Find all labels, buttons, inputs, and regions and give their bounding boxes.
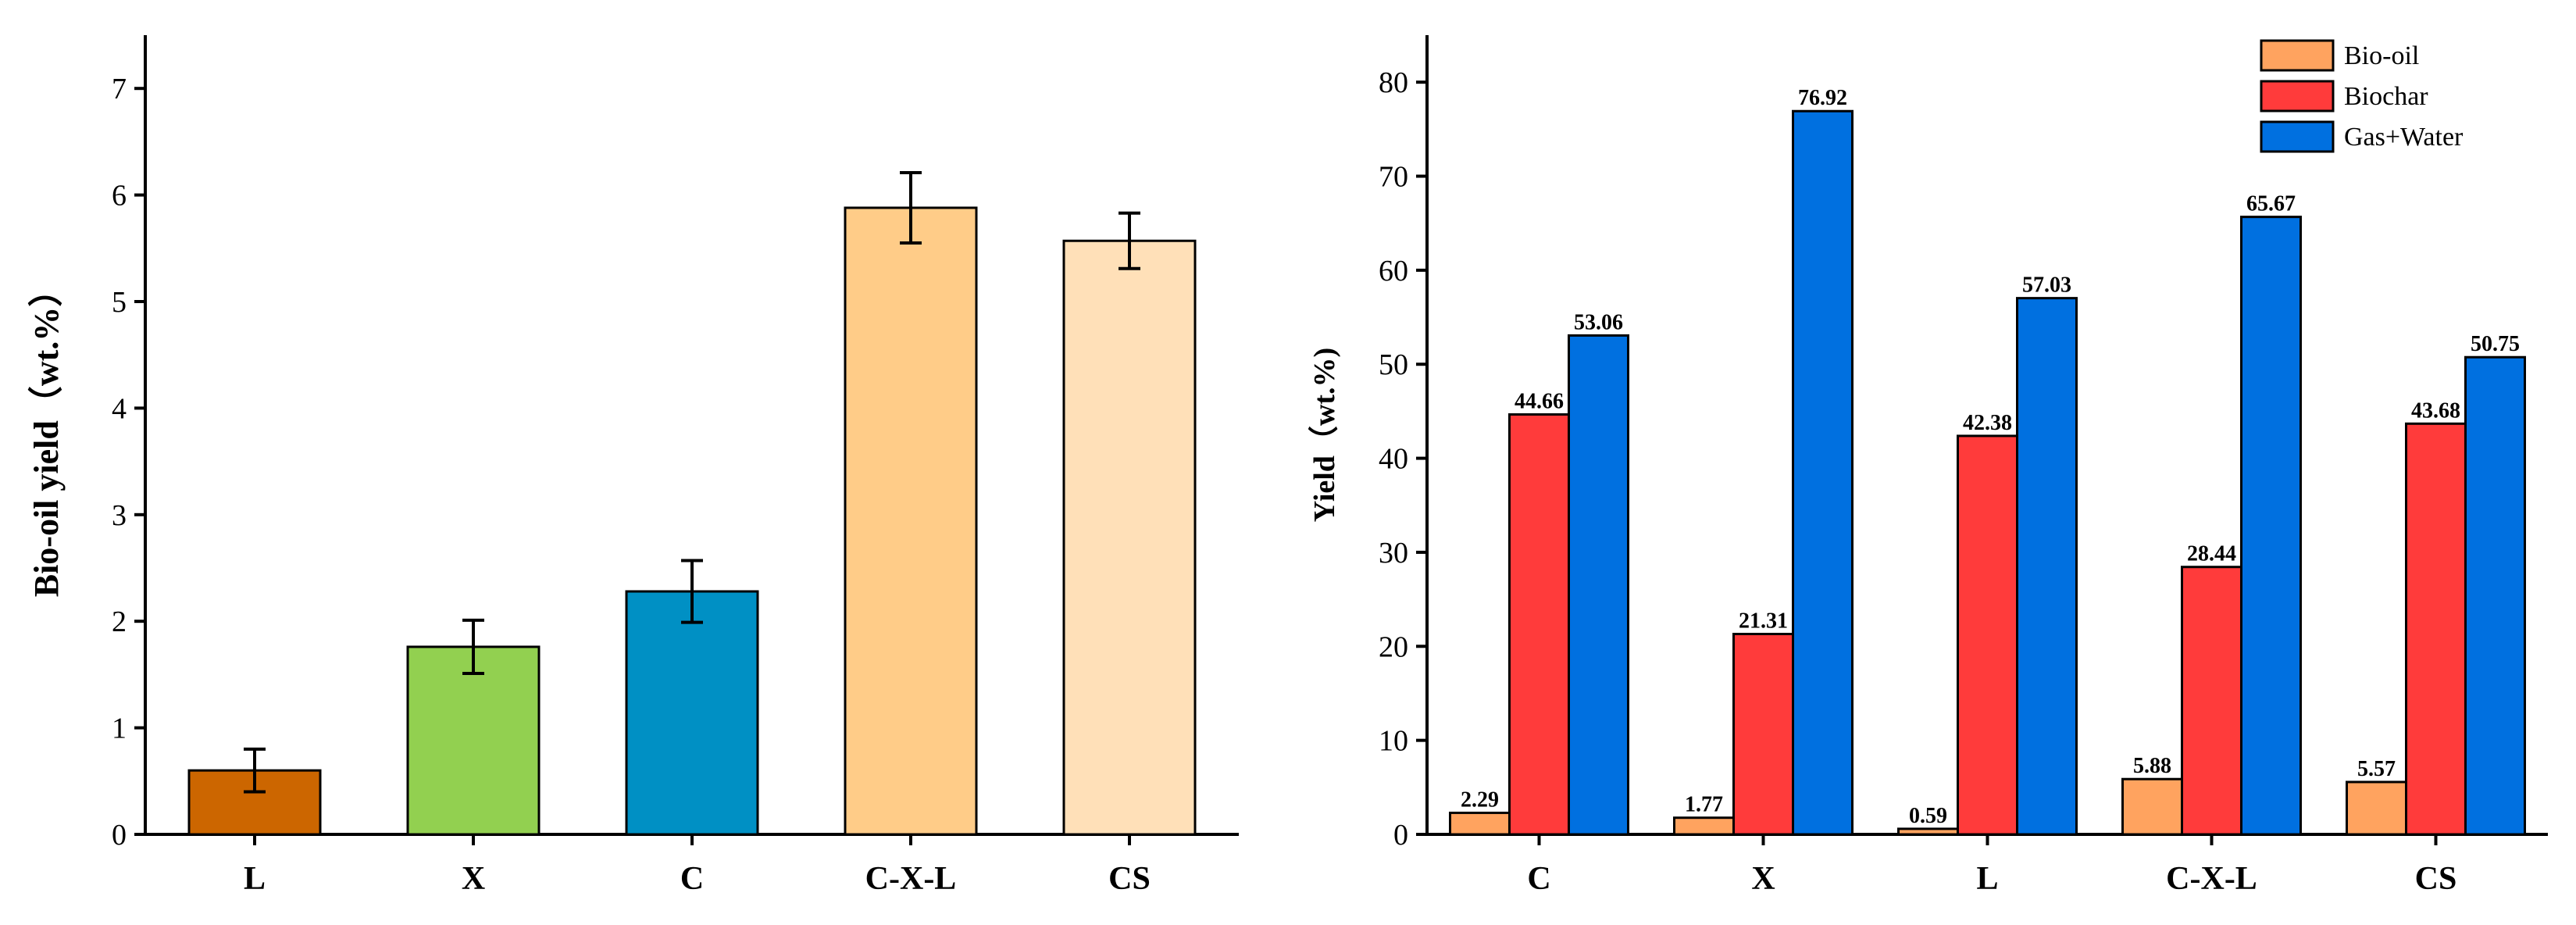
legend-swatch	[2260, 80, 2335, 112]
y-axis-label: Bio-oil yield（wt.%）	[27, 273, 66, 598]
legend-swatch	[2260, 120, 2335, 153]
x-tick-label: C-X-L	[2166, 861, 2257, 897]
y-tick-label: 80	[1379, 66, 1408, 99]
data-label: 1.77	[1685, 793, 1723, 817]
y-tick-label: 60	[1379, 255, 1408, 288]
y-tick-label: 5	[112, 286, 127, 319]
x-tick-label: C	[680, 861, 704, 897]
legend-label: Bio-oil	[2344, 41, 2419, 70]
bar	[625, 590, 759, 836]
y-tick-label: 6	[112, 180, 127, 212]
bar	[844, 206, 978, 836]
y-tick-label: 40	[1379, 443, 1408, 476]
legend-swatch	[2260, 39, 2335, 72]
data-label: 42.38	[1963, 411, 2012, 435]
bar-biochar	[1957, 434, 2018, 836]
y-tick-label: 7	[112, 73, 127, 105]
bio-oil-yield-chart: 0 1 2 3 4 5 6 7 Bio-oil yield（wt.%） L X C C-X-L CS	[27, 35, 1239, 897]
y-tick-label: 10	[1379, 725, 1408, 758]
x-tick-label: X	[462, 861, 485, 897]
x-tick-label: C-X-L	[865, 861, 957, 897]
bar-gas-water	[2240, 216, 2302, 836]
product-yield-chart: 0 10 20 30 40 50 60 70 80 Yield（wt.%) C X L C-X-L CS 2.…	[1308, 35, 2548, 897]
y-tick-label: 1	[112, 712, 127, 745]
bar-biochar	[2181, 566, 2242, 836]
y-tick-label: 50	[1379, 348, 1408, 381]
x-tick-label: L	[1976, 861, 1998, 897]
y-tick-label: 70	[1379, 161, 1408, 194]
x-tick-label: CS	[1108, 861, 1151, 897]
data-label: 76.92	[1798, 86, 1847, 110]
bar-gas-water	[2016, 297, 2078, 836]
data-label: 50.75	[2471, 332, 2520, 356]
bar-bio-oil	[1449, 811, 1511, 836]
data-label: 44.66	[1515, 390, 1564, 414]
data-label: 65.67	[2246, 192, 2296, 216]
bar-bio-oil	[1897, 827, 1959, 836]
data-label: 28.44	[2187, 542, 2236, 566]
bar-biochar	[1732, 633, 1794, 836]
data-label: 0.59	[1909, 804, 1947, 828]
x-tick-label: CS	[2415, 861, 2457, 897]
bar-bio-oil	[2346, 780, 2407, 836]
data-label: 43.68	[2411, 398, 2460, 423]
bar-bio-oil	[2121, 777, 2183, 836]
data-label: 2.29	[1461, 788, 1499, 812]
y-tick-label: 3	[112, 499, 127, 532]
data-label: 5.57	[2357, 757, 2396, 781]
y-tick-label: 30	[1379, 537, 1408, 570]
data-label: 53.06	[1574, 310, 1623, 334]
bar-biochar	[2405, 422, 2467, 836]
bar-gas-water	[1568, 334, 1629, 836]
legend-label: Biochar	[2344, 82, 2428, 111]
bar	[1062, 239, 1197, 836]
data-label: 21.31	[1739, 609, 1788, 634]
y-tick-label: 20	[1379, 630, 1408, 663]
bar-biochar	[1508, 413, 1570, 836]
x-tick-label: X	[1751, 861, 1775, 897]
y-tick-label: 0	[1393, 819, 1408, 852]
data-label: 5.88	[2133, 754, 2171, 778]
bar-gas-water	[1792, 109, 1854, 836]
legend: Bio-oil Biochar Gas+Water	[2260, 39, 2464, 153]
bar-gas-water	[2464, 355, 2526, 836]
y-tick-label: 0	[112, 819, 127, 852]
data-label: 57.03	[2022, 273, 2071, 298]
y-tick-label: 4	[112, 392, 127, 425]
y-tick-label: 2	[112, 605, 127, 638]
y-axis-label: Yield（wt.%)	[1308, 348, 1341, 522]
x-tick-label: L	[244, 861, 266, 897]
legend-label: Gas+Water	[2344, 123, 2464, 152]
bar-bio-oil	[1673, 816, 1735, 836]
x-tick-label: C	[1527, 861, 1550, 897]
